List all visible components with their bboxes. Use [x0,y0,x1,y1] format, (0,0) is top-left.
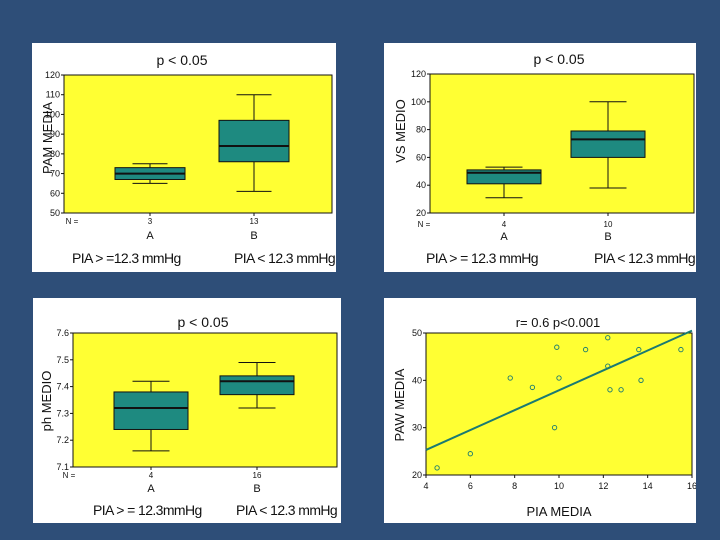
caption-group-b: PIA < 12.3 mmHg [236,502,338,518]
data-point [638,377,644,383]
y-axis-label: PAW MEDIA [392,368,407,441]
group-label: A [146,230,154,242]
y-axis-label: ph MEDIO [39,371,54,432]
panel-vs-medio: p < 0.05 VS MEDIO 20 40 60 80 100 120 N = 4 A 10 B P… [384,43,696,272]
panel-pam-media: p < 0.05 PAM MEDIA 50 60 70 80 90 100 110 120 N = 3… [32,43,336,272]
plot-area [425,332,693,476]
data-point [678,346,684,353]
y-tick-label: 20 [416,208,426,218]
y-tick-label: 120 [45,70,60,80]
y-tick-label: 70 [50,169,60,179]
caption-group-a: PIA > =12.3 mmHg [72,250,181,266]
data-point [607,387,613,393]
y-tick-label: 50 [412,328,422,338]
y-axis-label: VS MEDIO [393,99,408,163]
caption-group-b: PIA < 12.3 mmHg [594,250,696,266]
x-tick-label: 12 [598,481,608,491]
y-tick-label: 100 [411,97,426,107]
y-tick-label: 7.4 [56,382,69,392]
group-n: 3 [148,217,153,226]
data-point [582,346,589,353]
y-tick-label: 40 [412,375,422,385]
box-B [218,119,290,163]
data-point [605,363,611,369]
data-point [618,387,624,393]
group-n: 4 [502,220,507,229]
chart-ph-medio: p < 0.05 ph MEDIO 7.1 7.2 7.3 7.4 7.5 7.6 N = 4 A 1… [39,314,338,495]
y-tick-label: 100 [45,109,60,119]
y-tick-label: 7.2 [56,435,69,445]
y-axis-label: PAM MEDIA [40,102,55,174]
group-label: B [604,231,611,243]
chart-title: p < 0.05 [157,52,208,68]
group-n: 13 [250,217,259,226]
n-label: N = [66,217,79,226]
data-point [529,384,536,391]
caption-group-a: PIA > = 12.3 mmHg [426,250,539,266]
data-point [507,375,513,381]
y-tick-label: 60 [416,152,426,162]
group-n: 16 [253,471,262,480]
group-label: A [147,483,155,495]
plot-area [72,332,338,468]
plot-area [63,74,333,214]
data-point [467,451,473,457]
n-label: N = [63,471,76,480]
y-tick-label: 80 [416,125,426,135]
y-tick-label: 110 [46,90,60,100]
data-point [556,375,562,381]
y-tick-label: 7.6 [56,328,69,338]
plot-area [429,73,695,214]
caption-group-a: PIA > = 12.3mmHg [93,502,202,518]
data-point [434,465,440,471]
x-axis-label: PIA MEDIA [526,504,591,519]
group-label: B [250,230,257,242]
x-tick-label: 14 [643,481,653,491]
y-tick-label: 60 [50,188,60,198]
y-tick-label: 80 [50,149,60,159]
y-tick-label: 7.1 [56,462,69,472]
y-tick-label: 40 [416,180,426,190]
box-B [219,375,295,396]
x-tick-label: 8 [512,481,517,491]
chart-pam-media: p < 0.05 PAM MEDIA 50 60 70 80 90 100 110 120 N = 3… [40,52,333,242]
data-point [605,335,611,341]
caption-group-b: PIA < 12.3 mmHg [234,250,336,266]
box-B [570,130,646,158]
data-point [551,425,558,431]
y-tick-label: 50 [50,208,60,218]
x-tick-label: 16 [687,481,696,491]
x-tick-label: 10 [554,481,564,491]
data-point [636,346,642,353]
chart-title: r= 0.6 p<0.001 [516,315,601,330]
data-point [554,344,560,350]
y-tick-label: 90 [50,129,60,139]
chart-paw-vs-pia: r= 0.6 p<0.001 PAW MEDIA PIA MEDIA 20 30 40 50… [392,315,696,519]
y-tick-label: 30 [412,423,422,433]
panel-paw-media: r= 0.6 p<0.001 PAW MEDIA PIA MEDIA 20 30 40 50… [384,298,696,523]
n-label: N = [418,220,431,229]
chart-title: p < 0.05 [534,51,585,67]
x-tick-label: 4 [423,481,428,491]
group-label: B [253,483,260,495]
group-n: 4 [149,471,154,480]
y-tick-label: 20 [412,470,422,480]
regression-line [425,329,693,451]
y-tick-label: 7.5 [56,355,69,365]
box-A [113,391,189,430]
group-n: 10 [604,220,613,229]
group-label: A [500,231,508,243]
panel-ph-medio: p < 0.05 ph MEDIO 7.1 7.2 7.3 7.4 7.5 7.6 N = 4 A 1… [33,298,341,523]
x-tick-label: 6 [468,481,473,491]
chart-title: p < 0.05 [178,314,229,330]
y-tick-label: 120 [411,69,426,79]
y-tick-label: 7.3 [56,408,69,418]
chart-vs-medio: p < 0.05 VS MEDIO 20 40 60 80 100 120 N = 4 A 10 B [393,51,695,243]
